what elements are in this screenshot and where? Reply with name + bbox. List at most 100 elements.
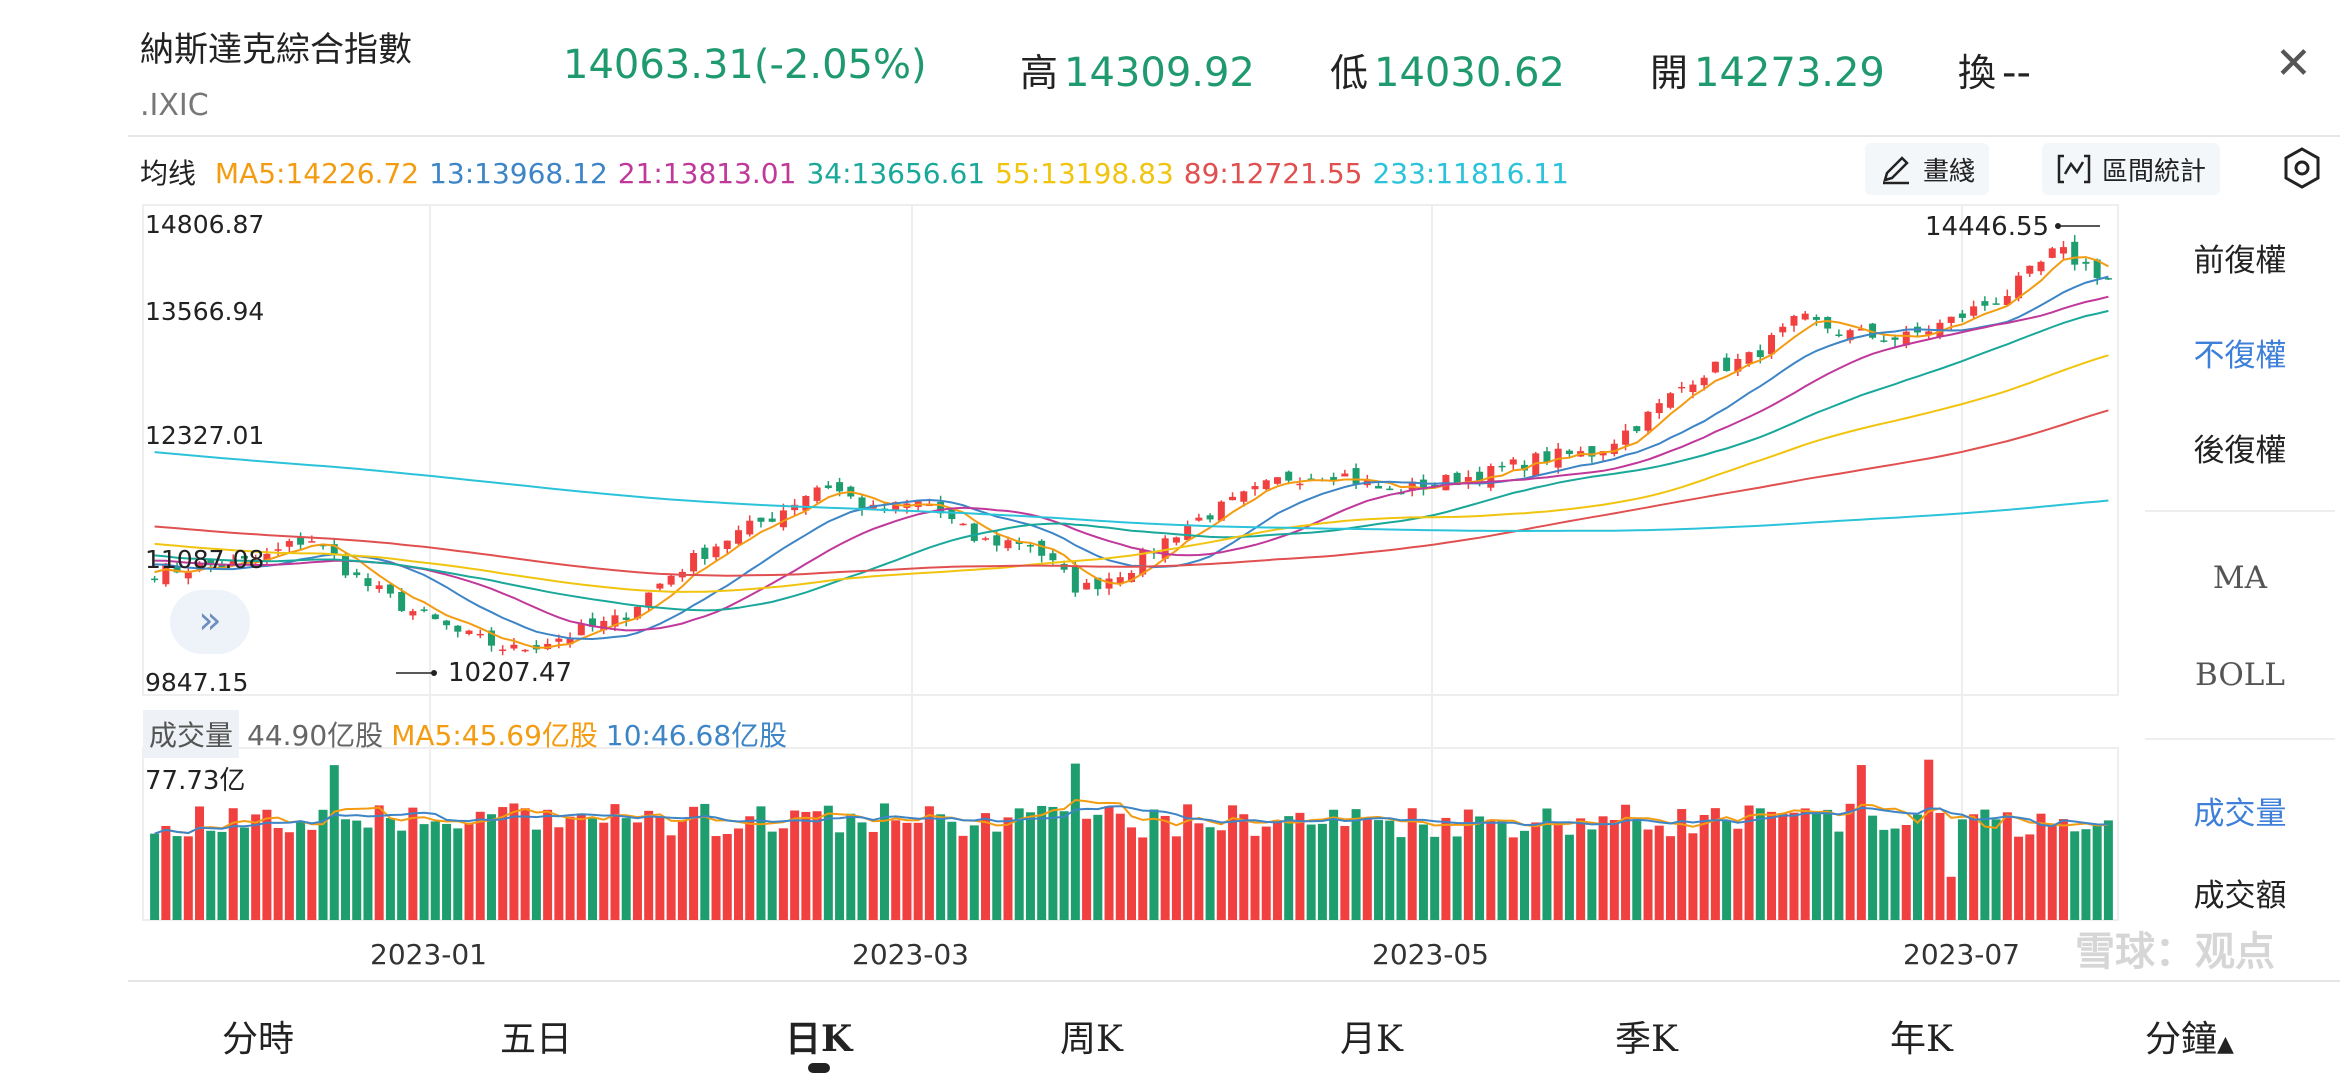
volume-badge[interactable]: 成交量: [143, 710, 240, 758]
volume-bar: [1272, 820, 1282, 920]
tab-five-day[interactable]: 五日: [500, 1019, 573, 1060]
volume-bar: [385, 818, 395, 920]
volume-bar: [1194, 823, 1204, 920]
candle: [1476, 471, 1484, 483]
volume-bar: [1306, 824, 1316, 920]
volume-bar: [891, 820, 901, 920]
adjust-none[interactable]: 不復權: [2193, 338, 2287, 374]
tab-daily-k[interactable]: 日K: [785, 1018, 853, 1060]
candle: [959, 523, 967, 526]
candle: [364, 578, 372, 587]
volume-bar: [1149, 809, 1159, 920]
tab-quarterly-k[interactable]: 季K: [1615, 1019, 1678, 1060]
volume-bar: [1901, 825, 1911, 920]
volume-bar: [722, 834, 732, 920]
ma5-line: [154, 256, 2109, 649]
volume-ma10-line: [154, 805, 2109, 835]
adjust-backward[interactable]: 後復權: [2193, 433, 2287, 469]
draw-line-button[interactable]: 畫綫: [1865, 143, 1990, 195]
candle: [555, 638, 563, 642]
volume-bar: [1879, 829, 1889, 920]
divider: [128, 980, 2340, 982]
candle: [2026, 265, 2034, 274]
candle: [1498, 465, 1506, 468]
tab-weekly-k[interactable]: 周K: [1060, 1019, 1123, 1060]
ma55-line: [154, 354, 2109, 593]
volume-bar: [408, 807, 418, 920]
candle: [993, 535, 1001, 546]
candle: [1184, 525, 1192, 541]
candle: [1161, 538, 1169, 559]
candle: [386, 584, 394, 594]
candle: [342, 554, 349, 576]
volume-bar: [2081, 829, 2091, 920]
volume-bar: [1564, 834, 1574, 920]
volume-bar: [981, 813, 991, 920]
volume-bar: [576, 813, 586, 920]
active-tab-indicator: [808, 1063, 830, 1073]
tab-minute[interactable]: 分鐘▲: [2145, 1010, 2234, 1062]
volume-bar: [1070, 763, 1080, 920]
volume-bar: [520, 808, 530, 920]
volume-bar: [1329, 809, 1339, 920]
volume-bar: [251, 814, 261, 920]
ma-legend-item: 13:13968.12: [429, 157, 608, 190]
volume-tab[interactable]: 成交量: [2193, 796, 2287, 832]
volume-bar: [150, 833, 160, 920]
volume-bar: [1587, 829, 1597, 920]
volume-bar: [778, 828, 788, 920]
volume-bar: [1699, 814, 1709, 920]
volume-bar: [1733, 828, 1743, 920]
volume-bar: [1744, 805, 1754, 920]
expand-chevrons-icon[interactable]: »: [170, 590, 250, 654]
divider: [128, 135, 2340, 137]
volume-bar: [924, 806, 934, 920]
volume-bar: [1845, 803, 1855, 920]
indicator-ma[interactable]: MA: [2212, 560, 2268, 596]
volume-bar: [363, 827, 373, 920]
candle: [690, 553, 698, 572]
tab-yearly-k[interactable]: 年K: [1890, 1019, 1953, 1060]
volume-bar: [1722, 820, 1732, 920]
candle: [735, 530, 742, 544]
volume-bar: [621, 818, 631, 920]
volume-bar: [1093, 814, 1103, 920]
candle: [836, 482, 844, 492]
volume-bar: [902, 822, 912, 920]
candle: [1285, 471, 1293, 481]
volume-bar: [2036, 813, 2046, 920]
candle: [2015, 275, 2023, 299]
amount-tab[interactable]: 成交額: [2193, 878, 2287, 914]
candle: [1565, 450, 1573, 455]
volume-bar: [296, 821, 306, 920]
volume-bar: [1418, 824, 1428, 920]
close-icon[interactable]: ✕: [2275, 38, 2312, 89]
candle: [1902, 331, 1910, 346]
tab-intraday[interactable]: 分時: [222, 1019, 295, 1060]
adjust-forward[interactable]: 前復權: [2193, 243, 2287, 279]
open-value: 14273.29: [1694, 50, 1885, 96]
candle: [1790, 316, 1798, 326]
volume-bar: [1014, 808, 1024, 920]
volume-bar: [1362, 819, 1372, 920]
volume-bar: [318, 809, 328, 920]
turnover-value: --: [2002, 50, 2031, 96]
volume-bar: [1834, 831, 1844, 920]
candle: [1711, 361, 1719, 373]
range-stats-button[interactable]: 區間統計: [2042, 143, 2221, 195]
candle: [2104, 278, 2112, 280]
tab-monthly-k[interactable]: 月K: [1340, 1019, 1403, 1060]
candle: [948, 509, 956, 520]
volume-bar: [1183, 804, 1193, 920]
settings-icon[interactable]: [2280, 146, 2324, 190]
candle: [1296, 483, 1304, 486]
price-label: 12327.01: [145, 421, 265, 450]
volume-bar: [486, 814, 496, 920]
indicator-boll[interactable]: BOLL: [2195, 657, 2285, 693]
ma-legend-item: 233:11816.11: [1372, 157, 1569, 190]
volume-bar: [543, 809, 553, 920]
volume-bar: [475, 811, 485, 920]
candle: [1723, 357, 1731, 371]
volume-bar: [1868, 815, 1878, 920]
